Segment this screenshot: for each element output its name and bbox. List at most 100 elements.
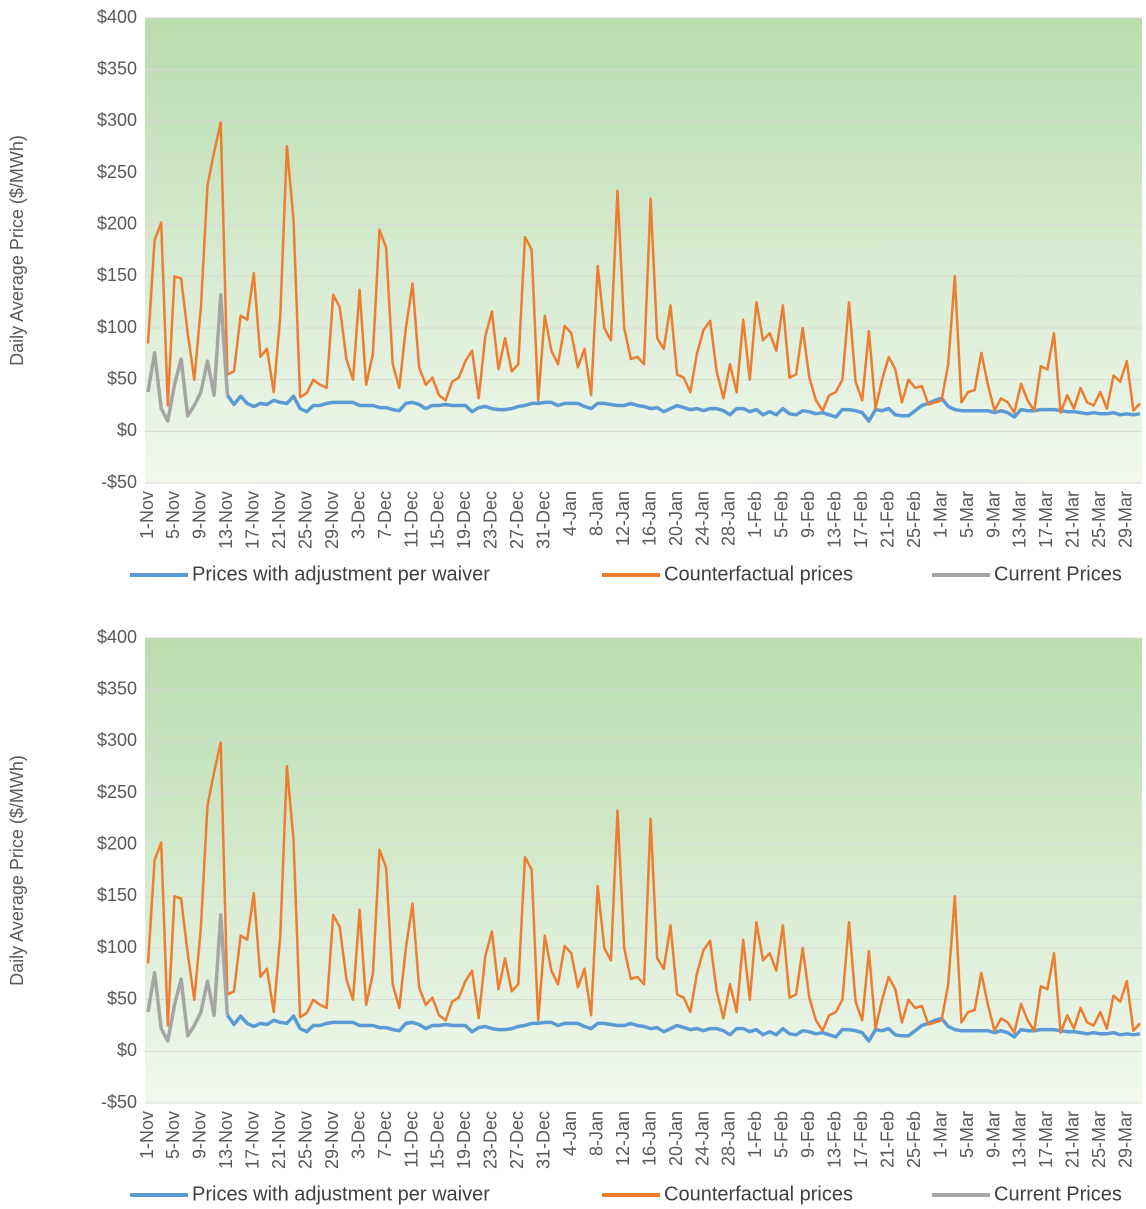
x-tick-label: 25-Feb: [904, 491, 924, 548]
x-tick-label: 25-Nov: [295, 1111, 315, 1169]
x-tick-label: 25-Nov: [295, 491, 315, 549]
x-tick-label: 31-Dec: [534, 1111, 554, 1169]
x-tick-label: 16-Jan: [639, 1111, 659, 1166]
y-tick-label: -$50: [101, 1092, 137, 1112]
series-line: [146, 741, 1141, 1034]
x-tick-label: 29-Mar: [1116, 491, 1136, 548]
legend-label: Prices with adjustment per waiver: [192, 1183, 490, 1205]
y-tick-label: $200: [97, 833, 137, 853]
x-tick-label: 12-Jan: [613, 491, 633, 546]
x-tick-label: 15-Dec: [428, 1111, 448, 1169]
x-tick-label: 13-Feb: [825, 1111, 845, 1168]
x-tick-label: 24-Jan: [692, 1111, 712, 1166]
x-tick-label: 3-Dec: [348, 491, 368, 539]
x-tick-label: 9-Feb: [798, 1111, 818, 1158]
legend-label: Current Prices: [994, 563, 1122, 585]
x-tick-label: 13-Mar: [1010, 491, 1030, 548]
x-tick-label: 21-Feb: [877, 491, 897, 548]
x-tick-label: 23-Dec: [481, 1111, 501, 1169]
series-line: [146, 913, 230, 1043]
legend-label: Counterfactual prices: [664, 563, 853, 585]
x-tick-label: 28-Jan: [719, 1111, 739, 1166]
x-tick-label: 4-Jan: [560, 491, 580, 536]
x-tick-label: 19-Dec: [454, 491, 474, 549]
x-tick-label: 29-Nov: [322, 491, 342, 549]
x-tick-label: 23-Dec: [481, 491, 501, 549]
x-tick-label: 7-Dec: [375, 1111, 395, 1159]
legend-label: Prices with adjustment per waiver: [192, 563, 490, 585]
y-tick-label: $100: [97, 317, 137, 337]
x-tick-label: 16-Jan: [639, 491, 659, 546]
x-tick-label: 1-Nov: [137, 1111, 157, 1159]
x-tick-label: 20-Jan: [666, 1111, 686, 1166]
y-tick-label: $300: [97, 110, 137, 130]
x-tick-label: 15-Dec: [428, 491, 448, 549]
x-tick-label: 20-Jan: [666, 491, 686, 546]
series-line: [146, 293, 230, 423]
y-tick-label: $350: [97, 678, 137, 698]
y-tick-label: $50: [107, 988, 137, 1008]
x-tick-label: 13-Nov: [216, 491, 236, 549]
x-tick-label: 27-Dec: [507, 491, 527, 549]
x-tick-label: 11-Dec: [401, 1111, 421, 1168]
x-tick-label: 21-Mar: [1063, 1111, 1083, 1168]
y-tick-label: $200: [97, 213, 137, 233]
chart: -$50 $0 $50 $100 $150 $200 $250 $300 $350 $400 Dai…: [7, 7, 1142, 585]
legend-label: Current Prices: [994, 1183, 1122, 1205]
x-tick-label: 13-Mar: [1010, 1111, 1030, 1168]
y-tick-label: $100: [97, 937, 137, 957]
x-tick-label: 1-Feb: [745, 491, 765, 538]
y-tick-label: $400: [97, 7, 137, 27]
series-line: [225, 394, 1141, 423]
x-tick-label: 31-Dec: [534, 491, 554, 549]
x-tick-label: 17-Mar: [1036, 491, 1056, 548]
y-tick-label: $150: [97, 265, 137, 285]
x-tick-label: 21-Nov: [269, 491, 289, 549]
x-tick-label: 17-Feb: [851, 491, 871, 548]
x-tick-label: 21-Nov: [269, 1111, 289, 1169]
x-tick-label: 17-Nov: [243, 491, 263, 549]
y-tick-label: $0: [117, 420, 137, 440]
x-tick-label: 11-Dec: [401, 491, 421, 548]
x-tick-label: 21-Feb: [877, 1111, 897, 1168]
y-tick-label: $250: [97, 162, 137, 182]
y-tick-label: $400: [97, 627, 137, 647]
x-tick-label: 13-Nov: [216, 1111, 236, 1169]
x-tick-label: 17-Mar: [1036, 1111, 1056, 1168]
series-line: [146, 121, 1141, 414]
x-tick-label: 19-Dec: [454, 1111, 474, 1169]
x-tick-label: 9-Nov: [190, 1111, 210, 1159]
x-tick-label: 7-Dec: [375, 491, 395, 539]
legend-label: Counterfactual prices: [664, 1183, 853, 1205]
x-tick-label: 29-Mar: [1116, 1111, 1136, 1168]
x-tick-label: 5-Feb: [772, 491, 792, 538]
x-tick-label: 28-Jan: [719, 491, 739, 546]
x-tick-label: 5-Nov: [163, 1111, 183, 1159]
x-tick-label: 5-Mar: [957, 491, 977, 538]
x-tick-label: 21-Mar: [1063, 491, 1083, 548]
y-tick-label: $350: [97, 58, 137, 78]
y-tick-label: $300: [97, 730, 137, 750]
x-tick-label: 13-Feb: [825, 491, 845, 548]
x-tick-label: 5-Mar: [957, 1111, 977, 1158]
y-tick-label: $50: [107, 368, 137, 388]
x-tick-label: 1-Nov: [137, 491, 157, 539]
chart: -$50 $0 $50 $100 $150 $200 $250 $300 $350 $400 Dai…: [7, 627, 1142, 1205]
x-tick-label: 9-Mar: [983, 491, 1003, 538]
x-tick-label: 17-Nov: [243, 1111, 263, 1169]
x-tick-label: 1-Mar: [930, 1111, 950, 1158]
x-tick-label: 9-Feb: [798, 491, 818, 538]
x-tick-label: 3-Dec: [348, 1111, 368, 1159]
x-tick-label: 1-Feb: [745, 1111, 765, 1158]
x-tick-label: 24-Jan: [692, 491, 712, 546]
y-tick-label: $250: [97, 782, 137, 802]
x-tick-label: 12-Jan: [613, 1111, 633, 1166]
x-tick-label: 1-Mar: [930, 491, 950, 538]
y-axis-title: Daily Average Price ($/MWh): [7, 755, 27, 986]
x-tick-label: 25-Mar: [1089, 491, 1109, 548]
series-line: [225, 1014, 1141, 1043]
x-tick-label: 8-Jan: [586, 491, 606, 536]
y-tick-label: -$50: [101, 472, 137, 492]
